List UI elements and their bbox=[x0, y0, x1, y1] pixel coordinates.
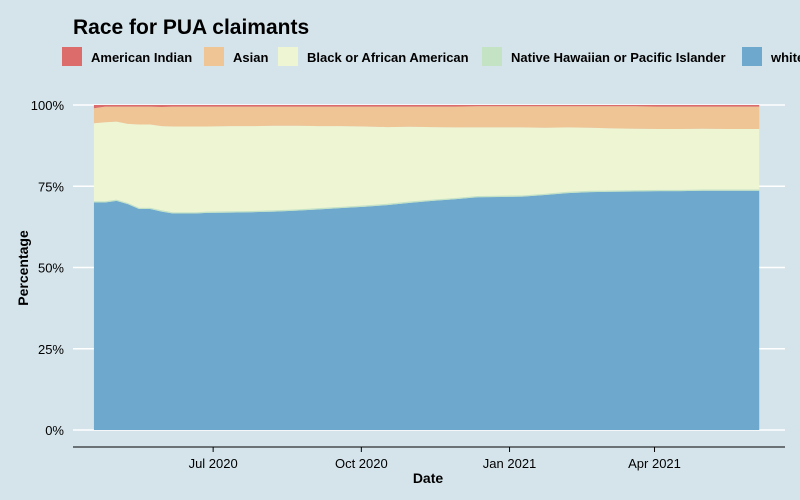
x-axis-title: Date bbox=[413, 470, 444, 486]
x-tick-label: Apr 2021 bbox=[628, 456, 681, 471]
y-tick-label: 100% bbox=[31, 98, 65, 113]
area-black-or-african-american bbox=[93, 121, 760, 213]
y-axis-title: Percentage bbox=[15, 230, 31, 306]
legend-label: white bbox=[770, 50, 800, 65]
area-american-indian bbox=[93, 105, 760, 109]
legend-swatch bbox=[482, 47, 502, 66]
legend-label: Native Hawaiian or Pacific Islander bbox=[511, 50, 726, 65]
legend-swatch bbox=[62, 47, 82, 66]
y-tick-label: 50% bbox=[38, 261, 64, 276]
area-native-hawaiian-or-pacific-islander bbox=[93, 189, 760, 214]
legend-label: Asian bbox=[233, 50, 268, 65]
legend-item-white: white bbox=[742, 47, 800, 66]
chart-title: Race for PUA claimants bbox=[73, 16, 309, 39]
area-layers bbox=[93, 105, 760, 430]
legend-swatch bbox=[742, 47, 762, 66]
legend-label: American Indian bbox=[91, 50, 192, 65]
x-tick-label: Jul 2020 bbox=[189, 456, 238, 471]
y-tick-label: 75% bbox=[38, 179, 64, 194]
legend-swatch bbox=[278, 47, 298, 66]
legend: American Indian Asian Black or African Ame… bbox=[62, 47, 800, 66]
axes: 0% 25% 50% 75% 100% Jul 2020 Oct 2020 Jan 2021 A… bbox=[31, 98, 785, 471]
y-tick-label: 25% bbox=[38, 342, 64, 357]
legend-label: Black or African American bbox=[307, 50, 469, 65]
x-tick-label: Jan 2021 bbox=[483, 456, 537, 471]
area-white bbox=[93, 190, 760, 430]
legend-item-asian: Asian bbox=[204, 47, 268, 66]
legend-swatch bbox=[204, 47, 224, 66]
area-asian bbox=[93, 106, 760, 130]
x-tick-label: Oct 2020 bbox=[335, 456, 388, 471]
legend-item-black-or-african-american: Black or African American bbox=[278, 47, 469, 66]
y-tick-label: 0% bbox=[45, 423, 64, 438]
legend-item-native-hawaiian-or-pacific-islander: Native Hawaiian or Pacific Islander bbox=[482, 47, 726, 66]
legend-item-american-indian: American Indian bbox=[62, 47, 192, 66]
